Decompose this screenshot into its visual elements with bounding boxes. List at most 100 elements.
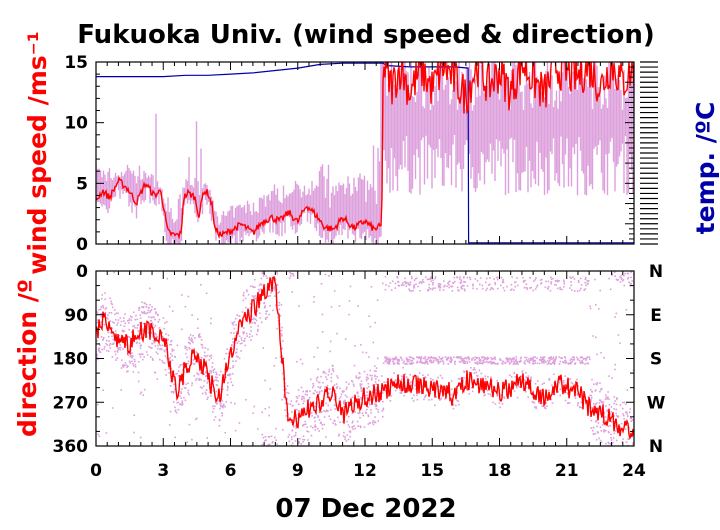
direction-sample: [123, 317, 125, 319]
direction-sample: [245, 316, 248, 318]
direction-sample: [292, 404, 294, 407]
direction-sample: [532, 356, 535, 358]
direction-sample: [466, 276, 469, 279]
direction-sample: [588, 356, 591, 358]
direction-sample: [425, 394, 427, 396]
direction-sample: [485, 289, 487, 292]
direction-sample: [308, 398, 310, 401]
direction-sample: [187, 295, 190, 298]
direction-sample: [586, 280, 589, 282]
direction-sample: [359, 417, 361, 419]
direction-sample: [139, 356, 142, 358]
direction-sample: [377, 357, 379, 360]
direction-sample: [403, 281, 406, 283]
direction-sample: [335, 387, 338, 389]
direction-sample: [210, 317, 212, 320]
direction-sample: [473, 372, 476, 374]
direction-sample: [314, 429, 317, 431]
direction-sample: [205, 371, 207, 374]
direction-sample: [481, 287, 484, 290]
direction-sample: [164, 338, 166, 341]
direction-sample: [547, 280, 550, 283]
direction-sample: [148, 316, 150, 318]
direction-sample: [319, 386, 322, 388]
direction-sample: [429, 357, 432, 359]
direction-sample: [340, 393, 343, 396]
direction-sample: [524, 379, 526, 381]
direction-sample: [429, 361, 432, 363]
direction-sample: [442, 361, 445, 363]
direction-sample: [352, 383, 355, 386]
direction-sample: [373, 370, 376, 372]
direction-sample: [242, 331, 244, 333]
direction-sample: [164, 350, 166, 353]
direction-sample: [200, 343, 203, 346]
direction-sample: [507, 357, 509, 360]
direction-sample: [435, 396, 438, 398]
direction-sample: [401, 359, 404, 361]
direction-sample: [389, 358, 392, 361]
direction-sample: [344, 438, 346, 440]
direction-sample: [622, 413, 624, 415]
direction-sample: [165, 345, 167, 347]
direction-sample: [134, 327, 136, 329]
direction-sample: [172, 349, 175, 351]
direction-sample: [152, 359, 154, 361]
direction-sample: [116, 357, 119, 360]
direction-sample: [104, 292, 106, 294]
direction-sample: [548, 377, 551, 380]
direction-sample: [235, 331, 238, 333]
direction-sample: [619, 342, 621, 344]
direction-sample: [309, 396, 311, 399]
direction-sample: [509, 362, 512, 364]
direction-sample: [506, 357, 508, 359]
direction-sample: [460, 361, 462, 363]
direction-sample: [346, 420, 348, 423]
direction-sample: [411, 359, 414, 362]
direction-sample: [592, 433, 595, 435]
direction-sample: [531, 396, 534, 398]
direction-sample: [305, 423, 307, 425]
direction-sample: [397, 362, 399, 365]
direction-sample: [631, 280, 633, 282]
direction-sample: [274, 295, 276, 297]
direction-sample: [329, 418, 332, 421]
direction-sample: [409, 382, 411, 384]
direction-sample: [597, 432, 599, 434]
direction-sample: [615, 408, 617, 411]
direction-sample: [583, 289, 585, 291]
direction-sample: [400, 375, 403, 378]
direction-sample: [457, 356, 459, 358]
direction-sample: [458, 360, 461, 363]
direction-sample: [205, 370, 208, 373]
direction-sample: [574, 362, 577, 364]
direction-sample: [458, 384, 461, 386]
direction-sample: [223, 357, 226, 360]
direction-sample: [357, 377, 360, 379]
direction-sample: [317, 386, 320, 388]
direction-sample: [277, 313, 279, 316]
direction-sample: [478, 360, 481, 362]
direction-sample: [221, 400, 224, 402]
direction-sample: [554, 361, 556, 363]
direction-sample: [409, 281, 412, 284]
direction-sample: [430, 280, 433, 282]
direction-sample: [236, 348, 238, 351]
direction-sample: [589, 307, 592, 310]
direction-sample: [100, 312, 102, 315]
direction-sample: [147, 306, 150, 309]
direction-sample: [182, 369, 184, 371]
direction-sample: [427, 289, 429, 291]
y-tick-label: 180: [53, 350, 89, 370]
direction-sample: [336, 332, 338, 335]
direction-sample: [456, 286, 459, 289]
direction-sample: [115, 319, 117, 321]
direction-sample: [487, 361, 489, 364]
direction-sample: [502, 287, 505, 289]
direction-sample: [161, 332, 163, 334]
direction-sample: [108, 344, 111, 347]
direction-sample: [528, 360, 531, 362]
direction-sample: [116, 351, 119, 353]
direction-sample: [185, 383, 187, 385]
